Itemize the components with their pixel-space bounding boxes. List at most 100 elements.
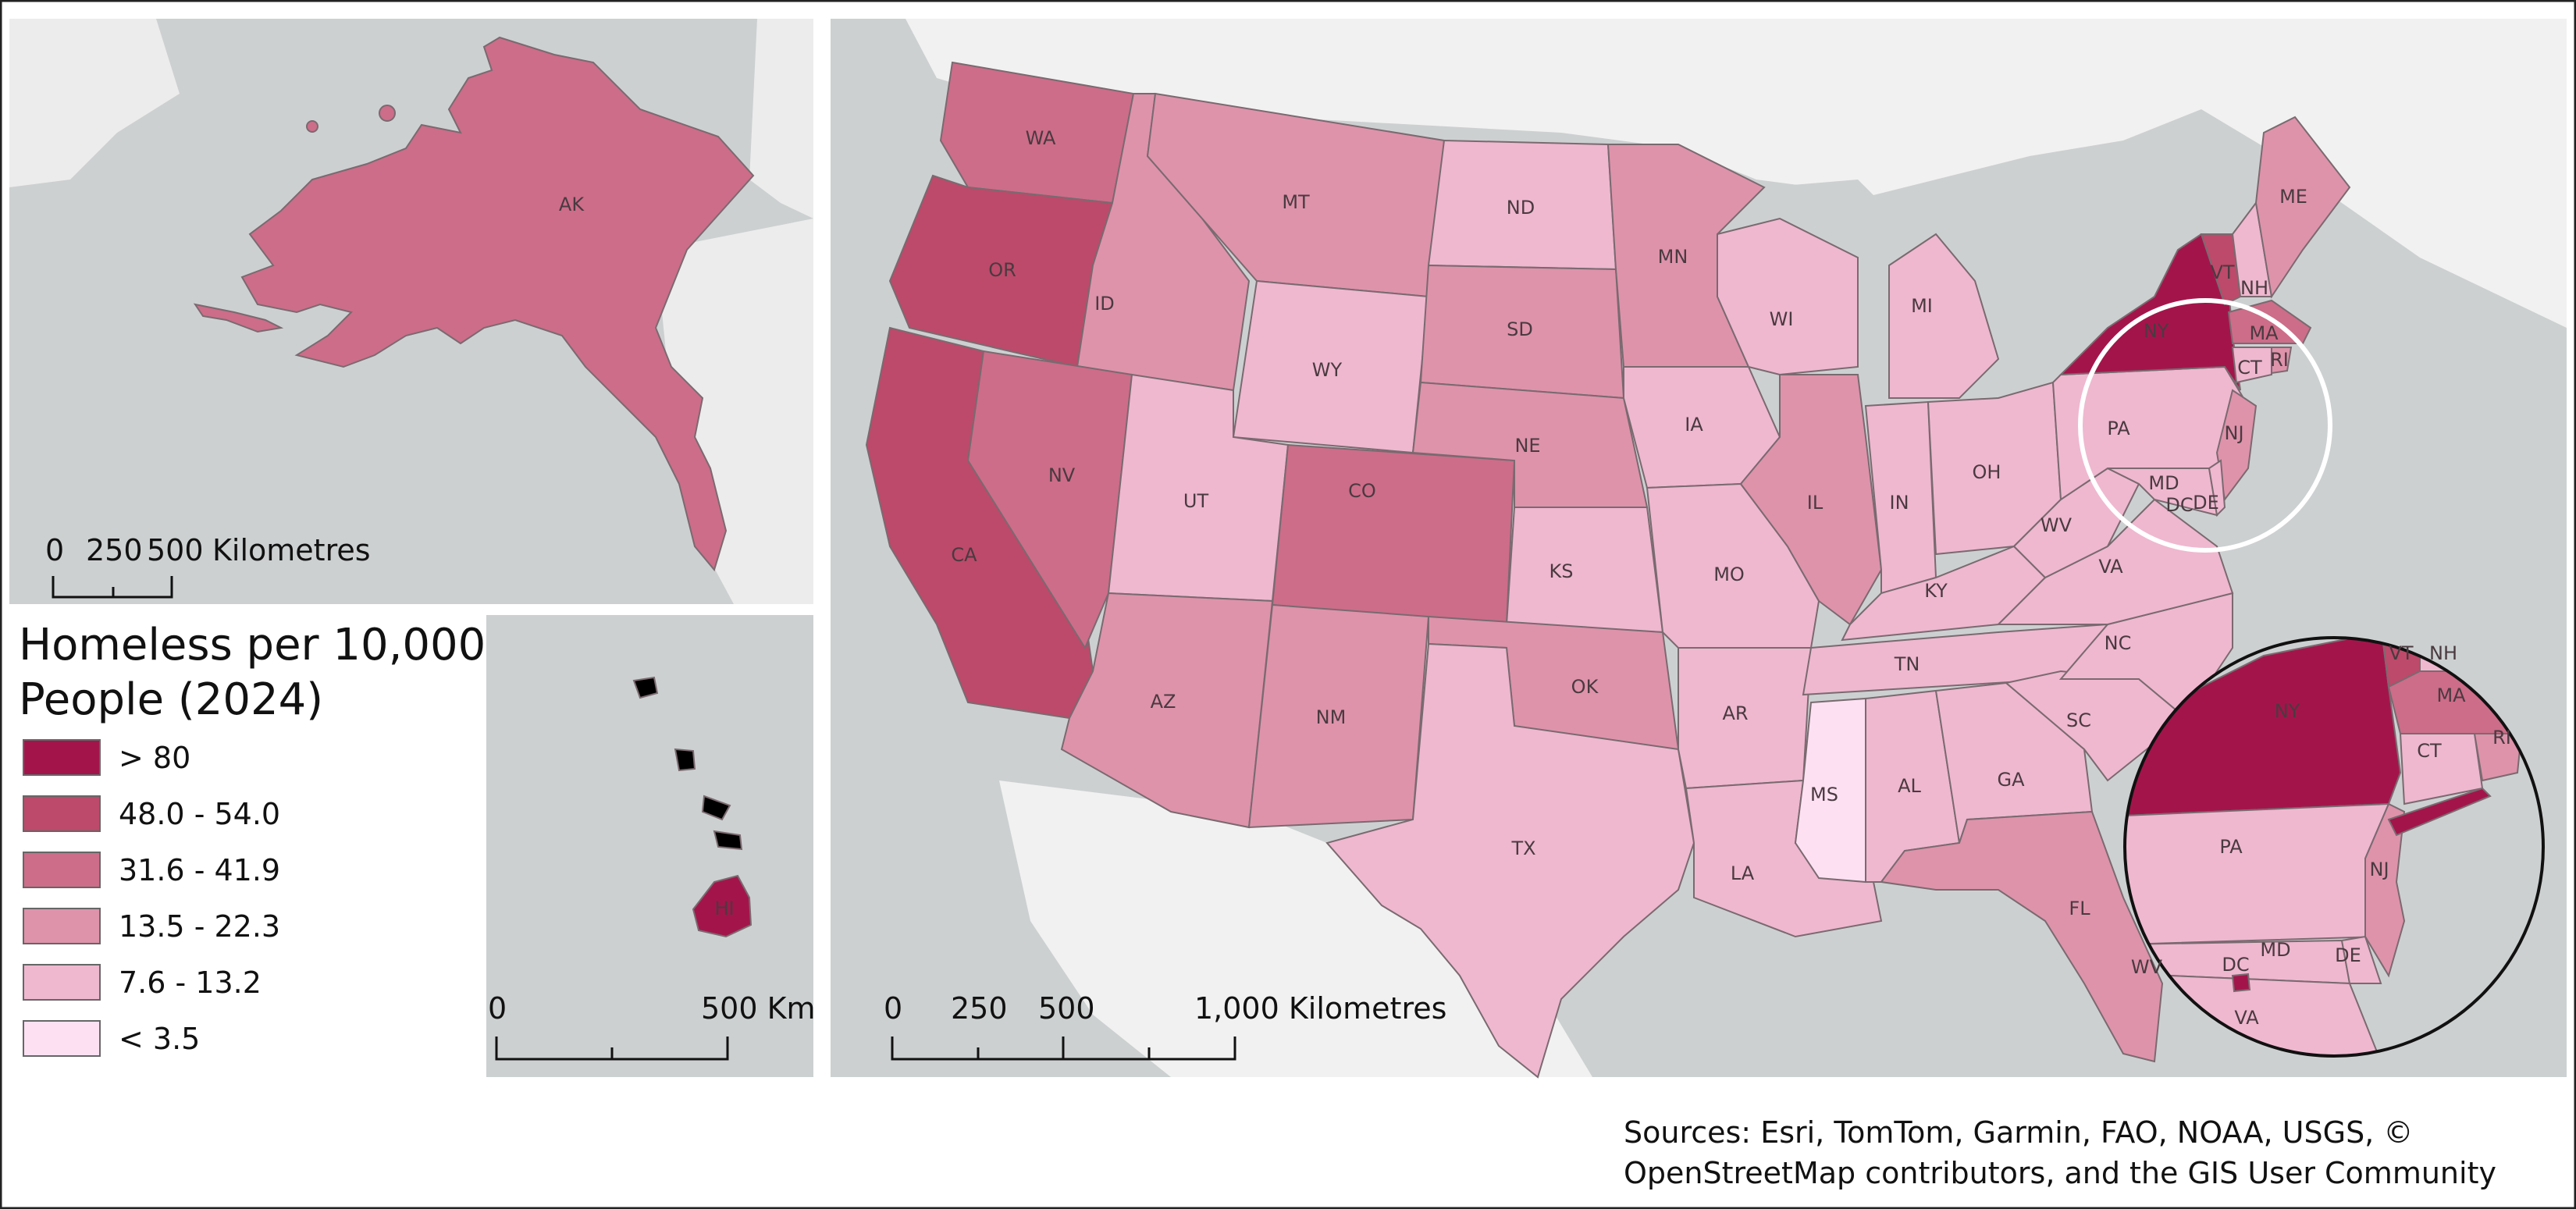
state-label-ny: NY xyxy=(2144,320,2169,342)
state-label-de: DE xyxy=(2193,492,2219,514)
state-label-ct: CT xyxy=(2237,357,2262,379)
state-ri[interactable] xyxy=(2271,347,2293,375)
state-label-fl: FL xyxy=(2069,898,2090,919)
state-label-nd: ND xyxy=(1507,197,1535,219)
state-label-ky: KY xyxy=(1924,580,1948,602)
legend-title-line1: Homeless per 10,000 xyxy=(19,620,486,670)
state-tx[interactable] xyxy=(1325,642,1695,1079)
legend-item: > 80 xyxy=(23,739,190,776)
state-label-tn: TN xyxy=(1894,653,1920,675)
state-label-wi: WI xyxy=(1770,308,1794,330)
state-ak-island xyxy=(379,105,396,122)
legend-item: 31.6 - 41.9 xyxy=(23,852,280,888)
alaska-canada-land xyxy=(749,19,813,219)
alaska-scale-bar: 0 250 500 Kilometres xyxy=(45,533,371,599)
state-label-ak: AK xyxy=(559,194,585,215)
zoom-state-de[interactable] xyxy=(2340,935,2382,984)
state-md[interactable] xyxy=(2107,468,2218,517)
legend-swatch xyxy=(23,1020,101,1057)
zoom-label-ri: RI xyxy=(2492,727,2511,749)
main-mexico-land xyxy=(999,781,1592,1077)
state-hi-maui xyxy=(713,830,743,851)
state-nv[interactable] xyxy=(966,350,1133,650)
zoom-label-pa: PA xyxy=(2219,836,2243,858)
legend-item: 7.6 - 13.2 xyxy=(23,964,262,1001)
state-co[interactable] xyxy=(1271,443,1516,626)
state-label-ks: KS xyxy=(1550,560,1574,582)
legend-swatch xyxy=(23,964,101,1001)
hawaii-scale-tick-0: 0 xyxy=(488,991,507,1026)
state-label-nj: NJ xyxy=(2224,422,2243,444)
state-label-il: IL xyxy=(1807,492,1823,514)
state-label-ms: MS xyxy=(1810,784,1838,805)
sources-line-1: Sources: Esri, TomTom, Garmin, FAO, NOAA… xyxy=(1624,1115,2413,1150)
state-hi-oahu xyxy=(674,748,696,772)
state-label-md: MD xyxy=(2148,472,2179,494)
zoom-label-ct: CT xyxy=(2417,740,2442,762)
state-label-tx: TX xyxy=(1510,837,1535,859)
zoom-state-pa[interactable] xyxy=(2125,802,2390,946)
state-label-az: AZ xyxy=(1151,691,1176,713)
main-scale-bar: 0 250 500 1,000 Kilometres xyxy=(884,991,1446,1061)
state-label-ok: OK xyxy=(1571,676,1599,698)
state-label-mi: MI xyxy=(1911,295,1933,317)
legend-label: 48.0 - 54.0 xyxy=(119,797,280,831)
alaska-scale-unit: Kilometres xyxy=(212,533,371,567)
legend-swatch xyxy=(23,908,101,944)
alaska-scale-tick-0: 0 xyxy=(45,533,64,567)
legend-swatch xyxy=(23,739,101,776)
zoom-label-va: VA xyxy=(2234,1007,2259,1029)
state-il[interactable] xyxy=(1739,374,1883,626)
state-mi[interactable] xyxy=(1888,233,2000,399)
state-label-la: LA xyxy=(1731,862,1755,884)
state-wi[interactable] xyxy=(1717,217,1859,376)
zoom-label-vt: VT xyxy=(2389,642,2413,664)
legend-swatch xyxy=(23,852,101,888)
state-ks[interactable] xyxy=(1505,507,1664,634)
zoom-label-nh: NH xyxy=(2429,642,2457,664)
alaska-russia-land xyxy=(9,19,180,187)
legend-item: 13.5 - 22.3 xyxy=(23,908,280,944)
legend-item: < 3.5 xyxy=(23,1020,200,1057)
state-label-ar: AR xyxy=(1722,702,1748,724)
state-label-id: ID xyxy=(1094,293,1115,315)
state-label-wv: WV xyxy=(2041,514,2073,536)
zoom-state-ri[interactable] xyxy=(2473,733,2523,782)
sources-line-2: OpenStreetMap contributors, and the GIS … xyxy=(1624,1156,2496,1190)
legend-label: 7.6 - 13.2 xyxy=(119,965,262,1000)
state-label-nh: NH xyxy=(2240,277,2268,299)
alaska-scale-tick-500: 500 xyxy=(147,533,204,567)
northeast-zoom-inset: NY VT NH MA CT RI PA NJ MD DE DC WV VA xyxy=(2123,636,2545,1058)
state-hi-maui-group xyxy=(701,795,731,821)
state-ct[interactable] xyxy=(2231,347,2272,384)
state-de[interactable] xyxy=(2208,459,2226,517)
hawaii-inset: HI 0 500 Km xyxy=(486,615,816,1077)
state-ak[interactable] xyxy=(240,36,755,572)
state-me[interactable] xyxy=(2254,116,2351,299)
state-label-nm: NM xyxy=(1316,706,1347,728)
state-label-pa: PA xyxy=(2107,418,2130,439)
state-label-or: OR xyxy=(988,259,1016,281)
state-label-nv: NV xyxy=(1048,464,1076,486)
state-label-ma: MA xyxy=(2249,322,2279,344)
state-hi[interactable] xyxy=(692,874,753,938)
legend: Homeless per 10,000 People (2024) > 80 4… xyxy=(19,620,486,1057)
state-ak-island-2 xyxy=(306,120,318,133)
zoom-label-de: DE xyxy=(2335,944,2361,966)
state-fl[interactable] xyxy=(1880,810,2164,1063)
legend-item: 48.0 - 54.0 xyxy=(23,795,280,832)
main-canada-land xyxy=(906,19,2567,328)
lake-michigan xyxy=(1858,258,1889,375)
state-label-ia: IA xyxy=(1685,414,1703,436)
zoom-label-md: MD xyxy=(2260,939,2290,961)
zoom-state-dc[interactable] xyxy=(2231,973,2251,993)
state-ak-aleutians xyxy=(193,303,284,333)
zoom-label-nj: NJ xyxy=(2369,859,2389,880)
legend-label: < 3.5 xyxy=(119,1022,200,1056)
state-label-ri: RI xyxy=(2270,349,2289,371)
state-label-dc: DC xyxy=(2165,494,2193,516)
state-label-ca: CA xyxy=(951,544,977,566)
state-label-mn: MN xyxy=(1658,246,1688,268)
northeast-highlight-circle xyxy=(2078,298,2332,553)
state-label-al: AL xyxy=(1898,775,1921,797)
